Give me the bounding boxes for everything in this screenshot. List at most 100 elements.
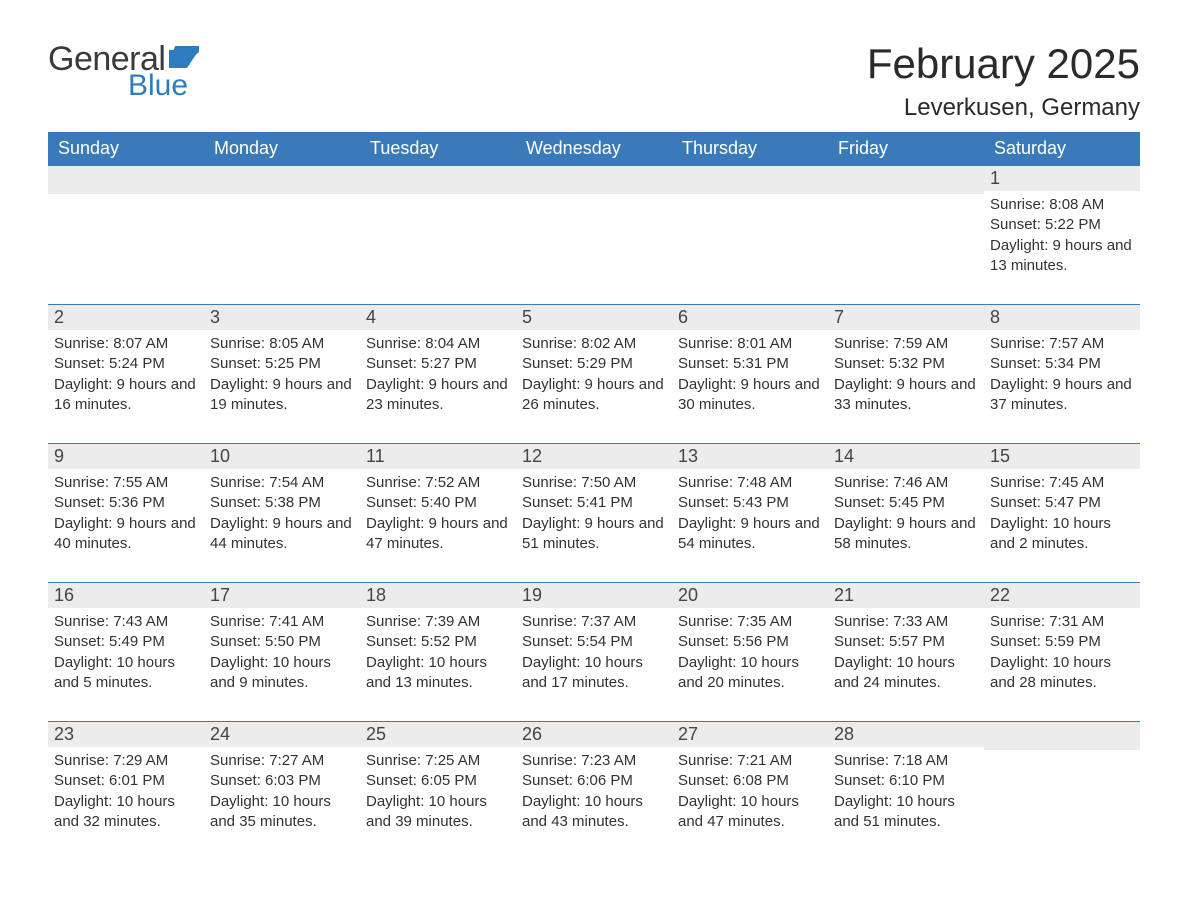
sunset-line: Sunset: 5:50 PM — [210, 632, 354, 652]
calendar-day-cell: 28Sunrise: 7:18 AMSunset: 6:10 PMDayligh… — [828, 722, 984, 861]
day-number: 18 — [360, 583, 516, 608]
sunset-line: Sunset: 6:03 PM — [210, 771, 354, 791]
calendar-day-cell: 25Sunrise: 7:25 AMSunset: 6:05 PMDayligh… — [360, 722, 516, 861]
day-details: Sunrise: 7:59 AMSunset: 5:32 PMDaylight:… — [834, 334, 978, 415]
sunrise-line: Sunrise: 7:55 AM — [54, 473, 198, 493]
day-number: 19 — [516, 583, 672, 608]
logo: General Blue — [48, 40, 203, 103]
calendar-day-cell — [204, 166, 360, 305]
sunrise-line: Sunrise: 8:05 AM — [210, 334, 354, 354]
sunrise-line: Sunrise: 7:27 AM — [210, 751, 354, 771]
daylight-line: Daylight: 9 hours and 19 minutes. — [210, 375, 354, 416]
daylight-line: Daylight: 10 hours and 13 minutes. — [366, 653, 510, 694]
sunset-line: Sunset: 5:34 PM — [990, 354, 1134, 374]
sunrise-line: Sunrise: 7:54 AM — [210, 473, 354, 493]
sunset-line: Sunset: 5:41 PM — [522, 493, 666, 513]
day-number: 7 — [828, 305, 984, 330]
sunrise-line: Sunrise: 7:35 AM — [678, 612, 822, 632]
day-number: 23 — [48, 722, 204, 747]
daylight-line: Daylight: 10 hours and 43 minutes. — [522, 792, 666, 833]
calendar-day-cell: 3 Sunrise: 8:05 AMSunset: 5:25 PMDaylight… — [204, 305, 360, 444]
calendar-day-cell: 14 Sunrise: 7:46 AMSunset: 5:45 PMDayligh… — [828, 444, 984, 583]
day-number: 3 — [204, 305, 360, 330]
day-number — [204, 166, 360, 194]
calendar-day-cell: 7 Sunrise: 7:59 AMSunset: 5:32 PMDaylight… — [828, 305, 984, 444]
calendar-day-cell: 10Sunrise: 7:54 AMSunset: 5:38 PMDayligh… — [204, 444, 360, 583]
daylight-line: Daylight: 9 hours and 13 minutes. — [990, 236, 1134, 277]
day-number: 24 — [204, 722, 360, 747]
sunrise-line: Sunrise: 7:37 AM — [522, 612, 666, 632]
day-details: Sunrise: 7:45 AMSunset: 5:47 PMDaylight:… — [990, 473, 1134, 554]
daylight-line: Daylight: 9 hours and 58 minutes. — [834, 514, 978, 555]
calendar-day-cell: 17Sunrise: 7:41 AMSunset: 5:50 PMDayligh… — [204, 583, 360, 722]
calendar-week-row: 16 Sunrise: 7:43 AMSunset: 5:49 PM Dayligh… — [48, 583, 1140, 722]
sunset-line: Sunset: 5:49 PM — [54, 632, 198, 652]
daylight-line: Daylight: 10 hours and 35 minutes. — [210, 792, 354, 833]
calendar-day-cell: 23Sunrise: 7:29 AMSunset: 6:01 PMDayligh… — [48, 722, 204, 861]
sunset-line: Sunset: 5:40 PM — [366, 493, 510, 513]
sunset-line: Sunset: 5:43 PM — [678, 493, 822, 513]
day-details: Sunrise: 7:37 AMSunset: 5:54 PMDaylight:… — [522, 612, 666, 693]
day-details: Sunrise: 8:08 AMSunset: 5:22 PMDaylight:… — [990, 195, 1134, 276]
calendar-day-cell — [516, 166, 672, 305]
day-number: 16 — [48, 583, 204, 608]
day-details: Sunrise: 7:50 AMSunset: 5:41 PMDaylight:… — [522, 473, 666, 554]
day-details: Sunrise: 7:35 AMSunset: 5:56 PMDaylight:… — [678, 612, 822, 693]
sunset-line: Sunset: 5:25 PM — [210, 354, 354, 374]
day-details: Sunrise: 7:31 AMSunset: 5:59 PMDaylight:… — [990, 612, 1134, 693]
calendar-day-cell — [984, 722, 1140, 861]
day-number — [984, 722, 1140, 750]
day-number: 17 — [204, 583, 360, 608]
sunrise-line: Sunrise: 7:43 AM — [54, 612, 198, 632]
sunset-line: Sunset: 6:05 PM — [366, 771, 510, 791]
day-details: Sunrise: 7:23 AMSunset: 6:06 PMDaylight:… — [522, 751, 666, 832]
daylight-line: Daylight: 9 hours and 40 minutes. — [54, 514, 198, 555]
sunset-line: Sunset: 5:52 PM — [366, 632, 510, 652]
day-details: Sunrise: 7:57 AMSunset: 5:34 PMDaylight:… — [990, 334, 1134, 415]
sunrise-line: Sunrise: 8:07 AM — [54, 334, 198, 354]
sunset-line: Sunset: 5:32 PM — [834, 354, 978, 374]
day-details: Sunrise: 7:39 AMSunset: 5:52 PMDaylight:… — [366, 612, 510, 693]
daylight-line: Daylight: 9 hours and 33 minutes. — [834, 375, 978, 416]
day-number: 14 — [828, 444, 984, 469]
sunset-line: Sunset: 5:45 PM — [834, 493, 978, 513]
weekday-header-row: Sunday Monday Tuesday Wednesday Thursday… — [48, 132, 1140, 166]
calendar-day-cell: 2Sunrise: 8:07 AMSunset: 5:24 PMDaylight… — [48, 305, 204, 444]
calendar-table: Sunday Monday Tuesday Wednesday Thursday… — [48, 132, 1140, 860]
calendar-day-cell: 12Sunrise: 7:50 AMSunset: 5:41 PMDayligh… — [516, 444, 672, 583]
weekday-header: Saturday — [984, 132, 1140, 166]
sunset-line: Sunset: 6:01 PM — [54, 771, 198, 791]
weekday-header: Wednesday — [516, 132, 672, 166]
calendar-day-cell: 15Sunrise: 7:45 AMSunset: 5:47 PMDayligh… — [984, 444, 1140, 583]
sunrise-line: Sunrise: 7:46 AM — [834, 473, 978, 493]
calendar-day-cell: 18 Sunrise: 7:39 AMSunset: 5:52 PMDayligh… — [360, 583, 516, 722]
calendar-day-cell: 13Sunrise: 7:48 AMSunset: 5:43 PMDayligh… — [672, 444, 828, 583]
sunset-line: Sunset: 5:29 PM — [522, 354, 666, 374]
day-number — [516, 166, 672, 194]
weekday-header: Monday — [204, 132, 360, 166]
calendar-week-row: 2Sunrise: 8:07 AMSunset: 5:24 PMDaylight… — [48, 305, 1140, 444]
sunrise-line: Sunrise: 8:02 AM — [522, 334, 666, 354]
day-number: 4 — [360, 305, 516, 330]
calendar-day-cell: 19 Sunrise: 7:37 AMSunset: 5:54 PMDayligh… — [516, 583, 672, 722]
day-details: Sunrise: 7:46 AMSunset: 5:45 PMDaylight:… — [834, 473, 978, 554]
sunset-line: Sunset: 5:59 PM — [990, 632, 1134, 652]
day-number — [360, 166, 516, 194]
month-title: February 2025 — [867, 40, 1140, 88]
weekday-header: Tuesday — [360, 132, 516, 166]
daylight-line: Daylight: 10 hours and 24 minutes. — [834, 653, 978, 694]
day-details: Sunrise: 7:21 AMSunset: 6:08 PMDaylight:… — [678, 751, 822, 832]
daylight-line: Daylight: 9 hours and 26 minutes. — [522, 375, 666, 416]
calendar-day-cell: 6Sunrise: 8:01 AMSunset: 5:31 PMDaylight… — [672, 305, 828, 444]
weekday-header: Friday — [828, 132, 984, 166]
daylight-line: Daylight: 10 hours and 9 minutes. — [210, 653, 354, 694]
day-details: Sunrise: 7:52 AMSunset: 5:40 PMDaylight:… — [366, 473, 510, 554]
day-number: 13 — [672, 444, 828, 469]
day-details: Sunrise: 8:04 AMSunset: 5:27 PMDaylight:… — [366, 334, 510, 415]
sunrise-line: Sunrise: 7:52 AM — [366, 473, 510, 493]
calendar-week-row: 1Sunrise: 8:08 AMSunset: 5:22 PMDaylight… — [48, 166, 1140, 305]
calendar-day-cell: 5Sunrise: 8:02 AMSunset: 5:29 PMDaylight… — [516, 305, 672, 444]
sunrise-line: Sunrise: 7:57 AM — [990, 334, 1134, 354]
sunset-line: Sunset: 5:57 PM — [834, 632, 978, 652]
calendar-day-cell: 9Sunrise: 7:55 AMSunset: 5:36 PMDaylight… — [48, 444, 204, 583]
